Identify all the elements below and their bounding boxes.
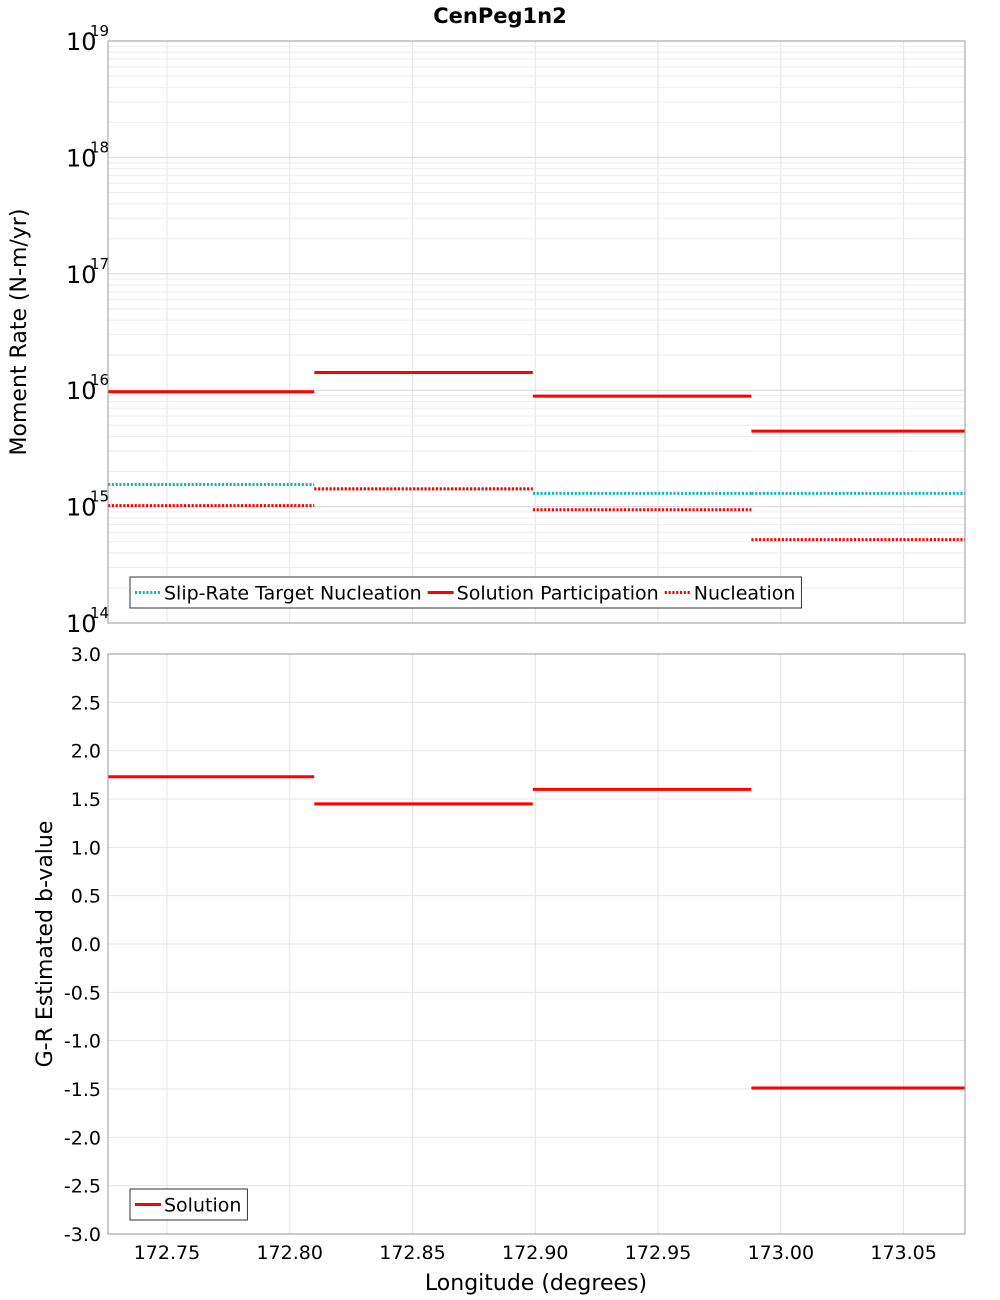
x-tick-label: 173.00 xyxy=(748,1242,814,1264)
moment-rate-y-label: Moment Rate (N-m/yr) xyxy=(7,209,32,456)
moment-rate-series xyxy=(108,370,965,542)
y-tick-label: -3.0 xyxy=(64,1224,101,1246)
x-tick-label: 172.90 xyxy=(502,1242,568,1264)
moment-rate-plot-area xyxy=(108,41,965,623)
moment-rate-legend-label: Solution Participation xyxy=(457,583,659,605)
y-tick-label: 2.5 xyxy=(71,692,101,714)
b-value-legend: Solution xyxy=(129,1188,248,1221)
b-value-y-label: G-R Estimated b-value xyxy=(33,821,58,1068)
b-value-y-ticks: 3.0 2.5 2.0 1.5 1.0 0.5 0.0 -0.5 -1.0 -1.5 -2.0 -2.… xyxy=(64,644,101,1246)
y-tick-exponent: 16 xyxy=(90,371,109,389)
moment-rate-series-solution-participation xyxy=(108,370,965,433)
x-tick-label: 172.85 xyxy=(379,1242,445,1264)
y-tick-label: 10 xyxy=(66,261,97,289)
b-value-plot-frame xyxy=(107,653,966,1235)
moment-rate-plot-frame xyxy=(107,40,966,624)
x-tick-label: 172.95 xyxy=(625,1242,691,1264)
x-axis-label: Longitude (degrees) xyxy=(425,1271,647,1296)
y-tick-label: 0.0 xyxy=(71,934,101,956)
moment-rate-series-slip-rate-target-nucleation xyxy=(108,482,965,495)
y-tick-exponent: 17 xyxy=(90,255,109,273)
y-tick-label: -1.0 xyxy=(64,1031,101,1053)
y-tick-label: -2.0 xyxy=(64,1127,101,1149)
y-tick-label: 0.5 xyxy=(71,886,101,908)
b-value-legend-label: Solution xyxy=(164,1195,241,1217)
y-tick-label: -0.5 xyxy=(64,982,101,1004)
b-value-series-solution xyxy=(108,775,965,1090)
x-tick-label: 172.80 xyxy=(256,1242,322,1264)
y-tick-label: -1.5 xyxy=(64,1079,101,1101)
y-tick-label: 10 xyxy=(66,28,97,56)
y-tick-label: 1.5 xyxy=(71,789,101,811)
y-tick-exponent: 18 xyxy=(90,138,109,156)
y-tick-exponent: 15 xyxy=(90,488,109,506)
b-value-series xyxy=(108,775,965,1090)
y-tick-label: 3.0 xyxy=(71,644,101,666)
y-tick-label: 1.0 xyxy=(71,837,101,859)
moment-rate-legend-label: Nucleation xyxy=(694,583,796,605)
b-value-plot: 3.0 2.5 2.0 1.5 1.0 0.5 0.0 -0.5 -1.0 -1.5 -2.0 -2.… xyxy=(33,644,966,1246)
chart-title: CenPeg1n2 xyxy=(433,4,566,28)
y-tick-exponent: 19 xyxy=(90,22,109,40)
moment-rate-legend: Slip-Rate Target Nucleation Solution Part… xyxy=(129,576,802,609)
y-tick-label: 10 xyxy=(66,377,97,405)
y-tick-label: 10 xyxy=(66,144,97,172)
x-tick-label: 172.75 xyxy=(134,1242,200,1264)
y-tick-label: 2.0 xyxy=(71,741,101,763)
moment-rate-legend-label: Slip-Rate Target Nucleation xyxy=(164,583,422,605)
y-tick-label: -2.5 xyxy=(64,1176,101,1198)
moment-rate-series-nucleation xyxy=(108,487,965,542)
y-tick-label: 10 xyxy=(66,610,97,638)
y-tick-label: 10 xyxy=(66,494,97,522)
x-tick-label: 173.05 xyxy=(870,1242,936,1264)
x-axis-ticks: 172.75 172.80 172.85 172.90 172.95 173.00 173.… xyxy=(134,1242,937,1264)
y-tick-exponent: 14 xyxy=(90,604,109,622)
